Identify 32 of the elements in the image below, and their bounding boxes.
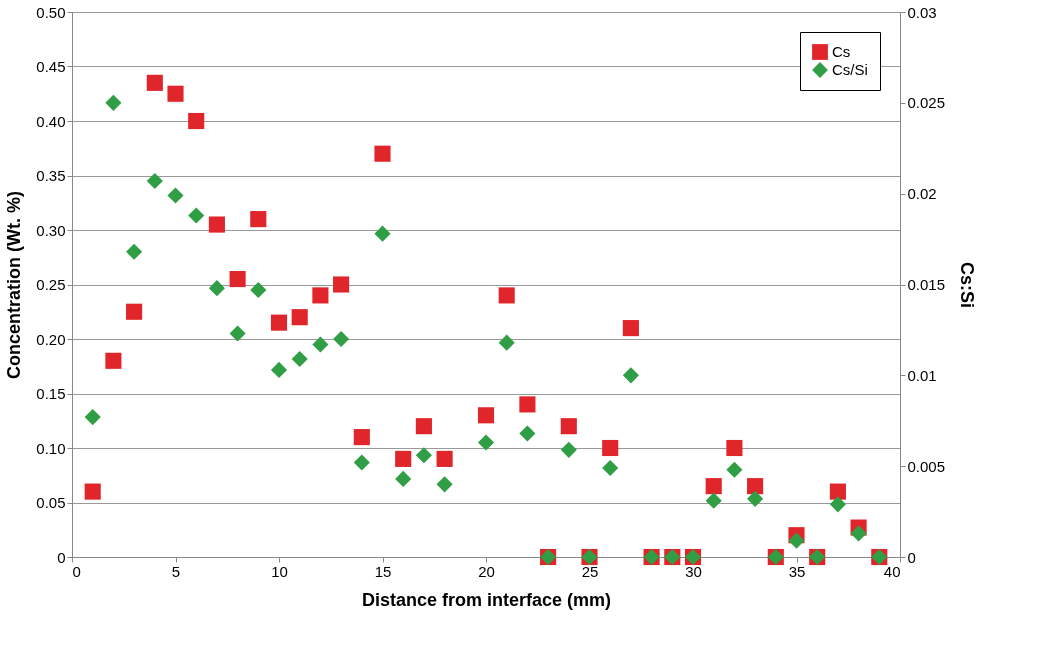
y-tick-label: 0.15 — [36, 385, 66, 402]
y2-tick-label: 0.025 — [907, 94, 946, 112]
y-tick-label: 0.20 — [36, 330, 66, 348]
x-tick-label: 30 — [685, 562, 702, 580]
x-tick-label: 25 — [581, 562, 599, 580]
legend-label: Cs/Si — [832, 61, 868, 78]
y-tick-label: 0.10 — [36, 439, 66, 457]
y-axis-title: Concentration (Wt. %) — [4, 191, 25, 379]
x-tick-label: 15 — [374, 562, 392, 580]
x-tick-label: 10 — [271, 562, 288, 580]
y2-tick-label: 0.015 — [907, 276, 946, 293]
y-tick-label: 0 — [57, 548, 66, 566]
y-tick-label: 0.45 — [36, 58, 66, 75]
x-tick-label: 5 — [171, 562, 181, 580]
x-axis-title: Distance from interface (mm) — [361, 589, 612, 610]
y-tick-label: 0.50 — [36, 3, 66, 21]
y2-axis-title: Cs:Si — [957, 261, 978, 309]
y-tick-label: 0.40 — [36, 112, 66, 130]
y2-tick-label: 0.01 — [907, 366, 937, 384]
y2-tick-label: 0.02 — [907, 185, 937, 203]
x-tick-label: 40 — [883, 562, 901, 580]
y2-tick-label: 0 — [907, 548, 916, 566]
x-tick-label: 20 — [478, 562, 495, 580]
x-tick-label: 0 — [72, 562, 81, 580]
y-tick-label: 0.30 — [36, 221, 66, 239]
y-tick-label: 0.05 — [36, 494, 66, 511]
x-tick-label: 35 — [788, 562, 806, 580]
y-tick-label: 0.25 — [36, 276, 66, 293]
legend-label: Cs — [832, 43, 851, 60]
y2-tick-label: 0.03 — [907, 3, 937, 21]
y2-tick-label: 0.005 — [907, 457, 946, 475]
y-tick-label: 0.35 — [36, 167, 66, 184]
